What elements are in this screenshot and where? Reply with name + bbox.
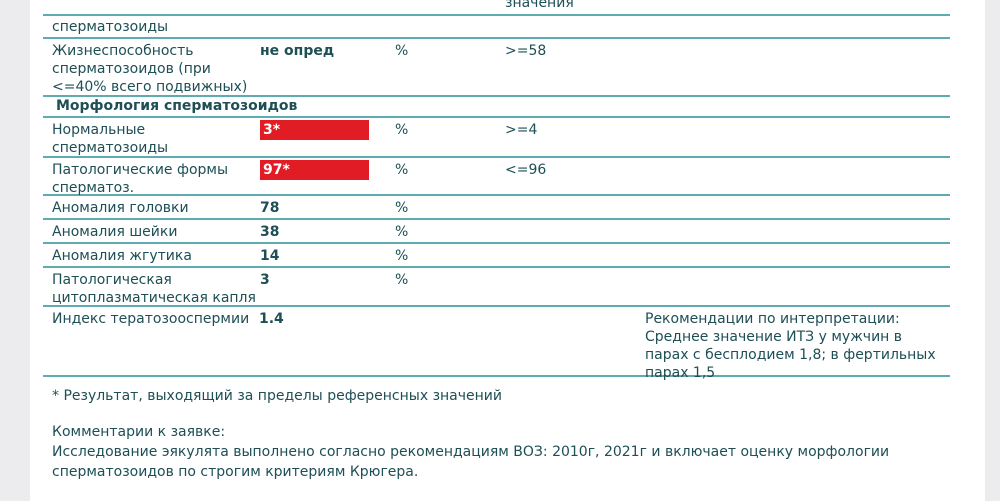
table-row: Патологические формы сперматоз. 97* % <=… [43,158,950,196]
comments-text: Исследование эякулята выполнено согласно… [52,444,890,480]
table-row: Аномалия шейки 38 % [43,220,950,244]
out-of-range-value: 97* [260,160,369,180]
report-page: значения сперматозоиды Жизнеспособность … [30,0,985,501]
table-row: Индекс тератозооспермии 1.4 Рекомендации… [43,307,950,381]
table-row: Жизнеспособность сперматозоидов (при <=4… [43,39,950,97]
table-header-fragment: значения [43,0,950,16]
out-of-range-value: 3* [260,120,369,140]
table-row: сперматозоиды [43,16,950,39]
ref-header: значения [505,0,574,11]
interpretation-note: Рекомендации по интерпретации: Среднее з… [645,311,936,381]
footnote: * Результат, выходящий за пределы рефере… [52,388,502,404]
table-row: Аномалия жгутика 14 % [43,244,950,268]
table-row: Нормальные сперматозоиды 3* % >=4 [43,118,950,158]
section-header: Морфология сперматозоидов [43,97,950,118]
table-row: Аномалия головки 78 % [43,196,950,220]
comments-title: Комментарии к заявке: [52,424,226,440]
table-row: Патологическая цитоплазматическая капля … [43,268,950,307]
